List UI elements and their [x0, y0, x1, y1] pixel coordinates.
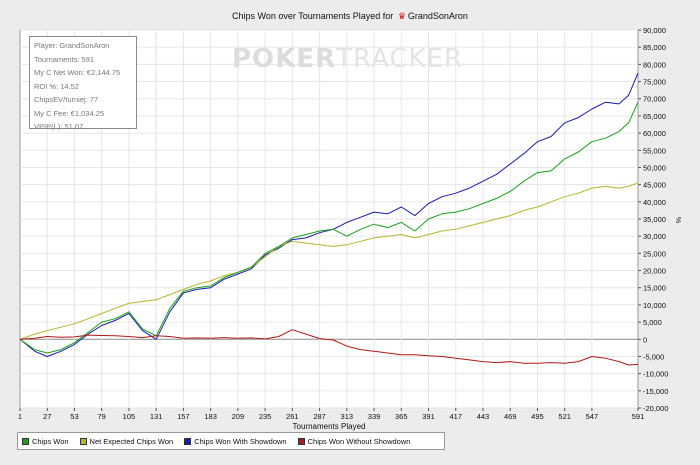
chart-title: Chips Won over Tournaments Played for ♛ G… [0, 9, 700, 23]
y-axis-label: % [674, 217, 681, 223]
x-axis-label: Tournaments Played [293, 422, 366, 431]
chart-title-player: GrandSonAron [407, 11, 468, 21]
y-tick-label: 0 [643, 335, 647, 344]
legend-item-chips-won[interactable]: Chips Won [22, 437, 69, 446]
x-tick-label: 391 [422, 412, 435, 421]
y-tick-label: 65,000 [643, 112, 666, 121]
x-tick-label: 443 [477, 412, 490, 421]
pokerstars-icon: ♛ [397, 11, 406, 21]
y-tick-label: 30,000 [643, 232, 666, 241]
chart-legend: Chips Won Net Expected Chips Won Chips W… [17, 432, 445, 450]
x-tick-label: 53 [70, 412, 78, 421]
x-tick-label: 417 [449, 412, 462, 421]
y-tick-label: 40,000 [643, 198, 666, 207]
y-axis-ticks: -20,000 -15,000 -10,000 -5,000 0 5,000 10,000 1… [638, 26, 668, 413]
pokertracker-watermark: POKERTRACKER [232, 44, 463, 74]
series-line-chips-won-without-showdown [19, 329, 639, 366]
x-tick-label: 27 [43, 412, 51, 421]
info-line-fee: My C Fee: €1,034.25 [34, 108, 105, 118]
y-tick-label: 35,000 [643, 215, 666, 224]
x-tick-label: 313 [341, 412, 354, 421]
legend-item-without-showdown[interactable]: Chips Won Without Showdown [297, 436, 411, 446]
y-tick-label: 20,000 [643, 267, 666, 276]
x-tick-label: 157 [177, 412, 190, 421]
y-tick-label: -5,000 [643, 352, 664, 361]
y-tick-label: 55,000 [643, 146, 666, 155]
legend-swatch [297, 437, 305, 445]
y-tick-label: 10,000 [643, 301, 666, 310]
series-layer [19, 72, 639, 366]
info-line-net-won: My C Net Won: €2,144.75 [34, 68, 121, 77]
legend-item-net-expected[interactable]: Net Expected Chips Won [79, 436, 174, 446]
y-tick-label: -10,000 [643, 370, 668, 379]
x-tick-label: 339 [368, 412, 381, 421]
legend-swatch [22, 437, 29, 445]
info-line-player: Player: GrandSonAron [34, 41, 110, 50]
y-tick-label: 25,000 [643, 249, 666, 258]
chart-title-prefix: Chips Won over Tournaments Played for [232, 11, 394, 21]
stats-info-box: Player: GrandSonAron Tournaments: 591 My… [29, 36, 137, 131]
x-tick-label: 209 [232, 412, 245, 421]
y-tick-label: 45,000 [643, 181, 666, 190]
legend-swatch [184, 437, 192, 445]
y-tick-label: 85,000 [643, 43, 666, 52]
y-tick-label: 60,000 [643, 129, 666, 138]
x-tick-label: 521 [558, 412, 571, 421]
y-tick-label: -15,000 [643, 387, 668, 396]
x-tick-label: 591 [632, 412, 645, 421]
x-tick-label: 547 [586, 412, 599, 421]
info-line-vpip: VPIP(L): 51.07 [34, 122, 84, 131]
series-line-chips-won [19, 101, 639, 354]
x-tick-label: 495 [531, 412, 544, 421]
x-axis-ticks: 1 27 53 79 105 131 157 183 209 235 261 287 313 339 365… [18, 408, 644, 421]
x-tick-label: 1 [18, 412, 22, 421]
y-tick-label: 5,000 [643, 318, 662, 327]
info-line-tournaments: Tournaments: 591 [34, 54, 95, 64]
info-line-roi: ROI %: 14.52 [34, 81, 80, 91]
x-tick-label: 235 [259, 412, 272, 421]
legend-label: Chips Won [32, 436, 69, 446]
x-tick-label: 105 [123, 412, 136, 421]
y-tick-label: -20,000 [643, 404, 668, 413]
x-tick-label: 365 [395, 412, 408, 421]
watermark-text-light: TRACKER [336, 44, 464, 74]
legend-swatch [79, 437, 87, 445]
legend-item-with-showdown[interactable]: Chips Won With Showdown [184, 436, 287, 446]
x-tick-label: 183 [204, 412, 217, 421]
legend-label: Chips Won With Showdown [194, 436, 287, 446]
x-tick-label: 287 [313, 412, 326, 421]
legend-label: Net Expected Chips Won [89, 436, 174, 446]
x-tick-label: 261 [286, 412, 299, 421]
x-tick-label: 79 [98, 412, 106, 421]
y-tick-label: 90,000 [643, 26, 666, 35]
y-tick-label: 80,000 [643, 60, 666, 69]
x-tick-label: 131 [150, 412, 163, 421]
watermark-text-bold: POKER [232, 44, 337, 74]
y-tick-label: 15,000 [643, 284, 666, 293]
y-tick-label: 70,000 [643, 95, 666, 104]
info-line-chipsev: ChipsEV/turniej: 77 [34, 95, 99, 104]
series-line-net-expected-chips-won [19, 182, 639, 340]
legend-label: Chips Won Without Showdown [307, 436, 411, 446]
x-tick-label: 469 [504, 412, 517, 421]
y-tick-label: 50,000 [643, 163, 666, 172]
y-tick-label: 75,000 [643, 78, 666, 87]
